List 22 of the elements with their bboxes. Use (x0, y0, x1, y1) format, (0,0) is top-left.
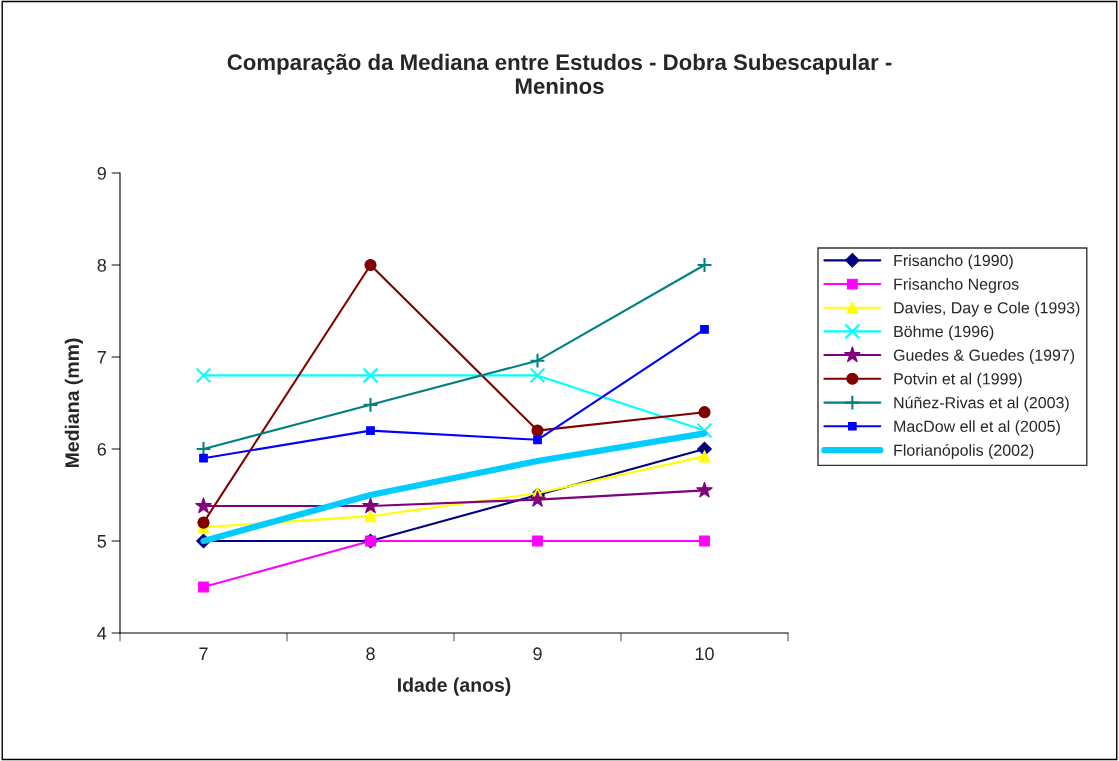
y-axis-title: Mediana (mm) (64, 338, 83, 468)
x-axis-title: Idade (anos) (398, 677, 511, 696)
x-tick-label: 7 (199, 647, 208, 660)
y-tick-label: 4 (97, 627, 107, 640)
legend-label: Florianópolis (2002) (894, 443, 1034, 460)
legend-label: Frisancho (1990) (894, 254, 1013, 270)
y-tick-label: 8 (97, 258, 107, 272)
y-tick-label: 5 (97, 535, 107, 548)
x-tick-label: 10 (695, 647, 714, 661)
y-tick-label: 9 (97, 166, 106, 180)
legend-label: Davies, Day e Cole (1993) (894, 301, 1080, 317)
legend-label: Guedes & Guedes (1997) (893, 349, 1075, 364)
chart-title: Comparação da Mediana entre Estudos - Dobra Subescapular - Meninos (227, 53, 892, 95)
legend-label: Núñez-Rivas et al (2003) (894, 396, 1069, 412)
x-tick-label: 9 (533, 647, 542, 661)
legend-label: Frisancho Negros (894, 278, 1019, 293)
y-tick-label: 6 (97, 442, 107, 456)
y-tick-label: 7 (97, 351, 106, 364)
legend-label: MacDow ell et al (2005) (894, 420, 1060, 436)
legend-label: Böhme (1996) (894, 325, 994, 341)
legend-label: Potvin et al (1999) (894, 372, 1022, 388)
x-tick-label: 8 (366, 647, 375, 661)
